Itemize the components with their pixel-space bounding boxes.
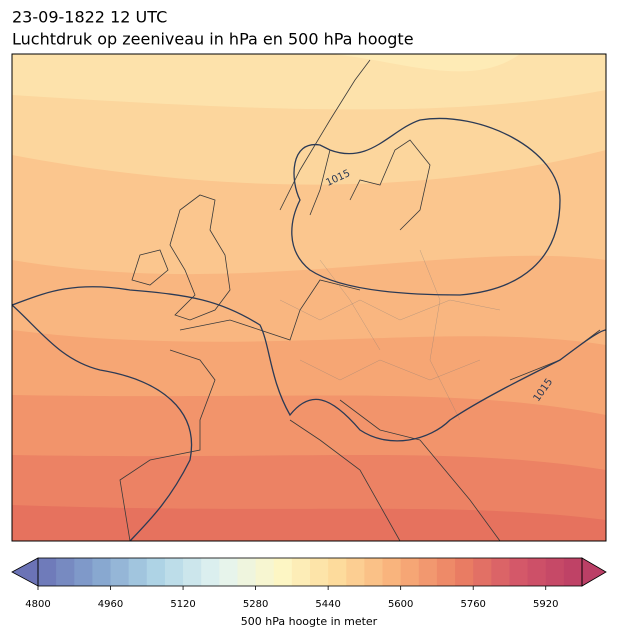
colorbar-tick-label: 5440 [315,599,340,610]
coastline [119,279,601,541]
colorbar-band [491,558,510,586]
colorbar-extend [581,557,607,587]
colorbar-band [92,558,112,586]
subtitle: Luchtdruk op zeeniveau in hPa en 500 hPa… [12,30,414,49]
colorbar-band [509,558,529,586]
colorbar-frame [37,557,583,587]
coastline [131,249,169,286]
colorbar-band [328,558,347,586]
colorbar-band [346,558,365,586]
colorbar-band [436,558,456,586]
colorbar-extend [11,557,39,587]
colorbar-band [455,558,474,586]
colorbar-tick-label: 5120 [170,599,195,610]
colorbar-band [201,558,220,586]
colorbar-tick-label: 4960 [98,599,123,610]
colorbar-band [291,558,311,586]
colorbar-band [364,558,384,586]
border [279,249,501,421]
colorbar-band [146,558,166,586]
colorbar-band [400,558,420,586]
colorbar-tick-label: 5920 [533,599,558,610]
colorbar-band [310,558,329,586]
colorbar-tick-label: 5280 [243,599,268,610]
colorbar-band [273,558,293,586]
colorbar-band [563,558,583,586]
colorbar-band [183,558,202,586]
colorbar-band [255,558,275,586]
colorbar-band [38,558,57,586]
colorbar-band [74,558,93,586]
coastline [279,59,431,231]
coastline [169,194,231,321]
title: 23-09-1822 12 UTC [12,8,167,27]
colorbar-label: 500 hPa hoogte in meter [241,615,378,628]
colorbar-band [237,558,257,586]
colorbar-band [418,558,438,586]
colorbar-band [527,558,547,586]
colorbar: 4800 4960 5120 5280 5440 5600 5760 5920 [11,557,607,610]
colorbar-tick-label: 5760 [460,599,485,610]
colorbar-band [110,558,130,586]
colorbar-band [382,558,402,586]
map: 1015 1015 [12,54,606,541]
map-frame [11,53,607,542]
colorbar-band [219,558,238,586]
colorbar-band [164,558,184,586]
colorbar-band [56,558,75,586]
colorbar-tick-label: 4800 [25,599,50,610]
colorbar-band [545,558,565,586]
colorbar-band [473,558,492,586]
isobar [12,286,606,541]
colorbar-band [128,558,148,586]
colorbar-tick-label: 5600 [388,599,413,610]
isobar [291,117,561,296]
